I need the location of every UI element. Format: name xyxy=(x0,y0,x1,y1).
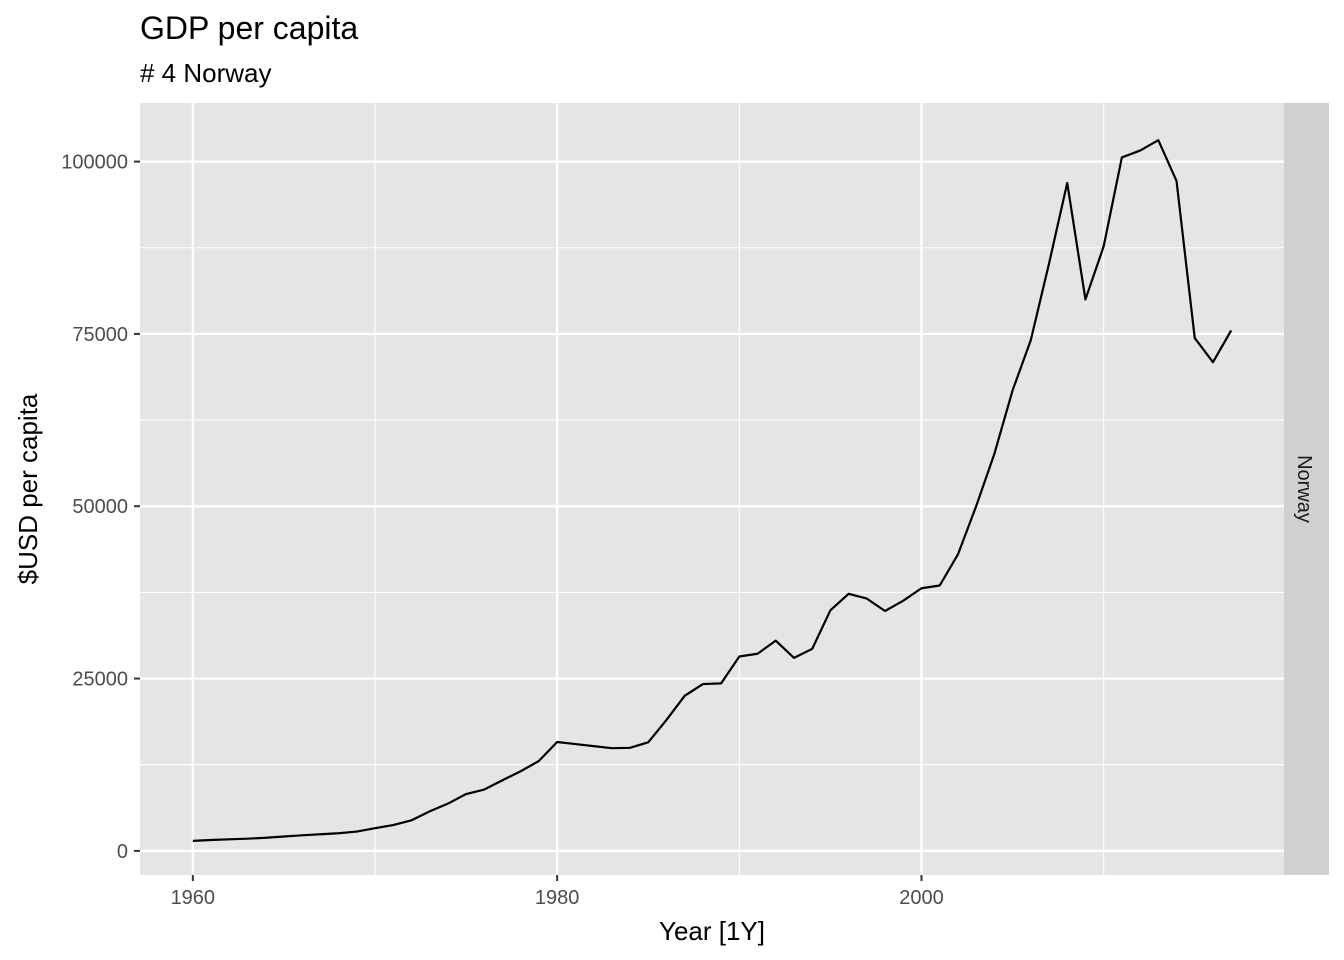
x-tick-label: 1960 xyxy=(171,887,216,909)
x-axis: 1960 1980 2000 xyxy=(171,875,944,909)
grid-minor xyxy=(140,103,1284,875)
y-tick-label: 100000 xyxy=(61,152,128,174)
y-tick-label: 75000 xyxy=(72,324,128,346)
series-line-norway xyxy=(192,139,1233,842)
y-axis: 0 25000 50000 75000 100000 xyxy=(61,152,140,863)
y-tick-label: 0 xyxy=(117,841,128,863)
y-tick-label: 50000 xyxy=(72,496,128,518)
x-axis-title: Year [1Y] xyxy=(659,916,765,946)
x-tick-label: 2000 xyxy=(899,887,944,909)
chart-subtitle: # 4 Norway xyxy=(140,58,272,88)
x-tick-label: 1980 xyxy=(535,887,580,909)
y-tick-label: 25000 xyxy=(72,669,128,691)
plot-panel xyxy=(140,103,1284,875)
y-axis-title: $USD per capita xyxy=(13,393,43,584)
grid-major xyxy=(140,103,1284,875)
facet-strip-label: Norway xyxy=(1293,455,1315,523)
chart-title: GDP per capita xyxy=(140,10,358,46)
facet-strip xyxy=(1284,103,1329,875)
